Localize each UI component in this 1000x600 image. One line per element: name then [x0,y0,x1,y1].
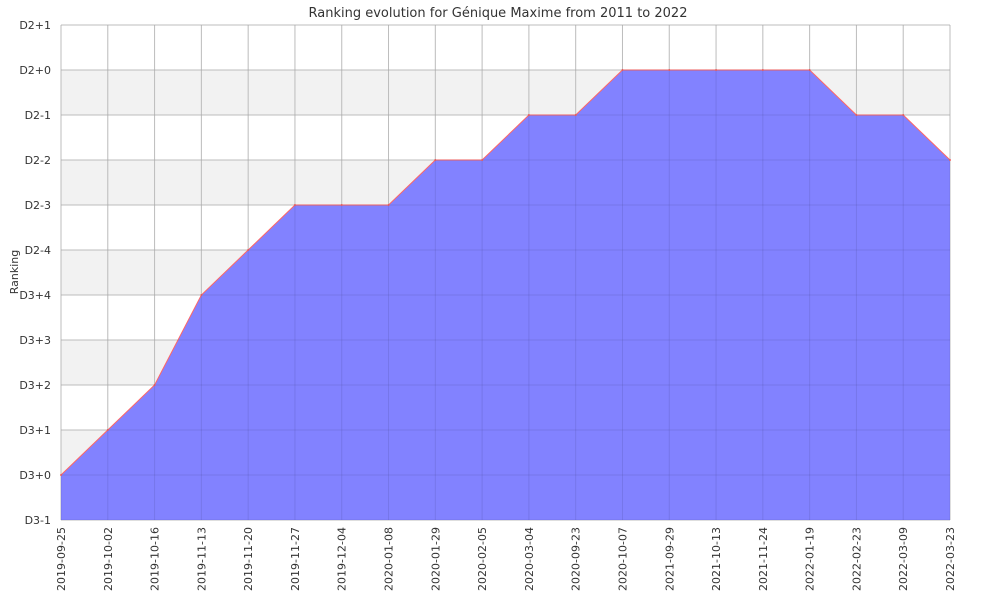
y-axis-label: Ranking [8,250,21,295]
x-tick-label: 2019-10-02 [102,527,115,591]
y-tick-label: D3+2 [19,379,51,392]
data-point [715,69,718,71]
x-axis-ticks: 2019-09-25 2019-10-02 2019-10-16 2019-11-13… [55,527,957,591]
data-point [60,474,62,476]
data-point [621,69,624,71]
grid-overlay [60,24,951,521]
x-tick-label: 2021-09-29 [663,527,676,591]
data-point [668,69,671,71]
x-tick-label: 2020-09-23 [570,527,583,591]
x-tick-label: 2022-02-23 [850,527,863,591]
y-tick-label: D3+1 [19,424,51,437]
x-tick-label: 2019-11-27 [289,527,302,591]
x-tick-label: 2022-01-19 [804,527,817,591]
data-point [153,384,156,386]
data-point [949,159,951,161]
x-tick-label: 2021-10-13 [710,527,723,591]
data-point [761,69,764,71]
data-point [200,294,203,296]
data-point [574,114,577,116]
data-point [434,159,437,161]
x-tick-label: 2021-11-24 [757,527,770,591]
x-tick-label: 2022-03-23 [944,527,957,591]
y-tick-label: D2+1 [19,19,51,32]
x-tick-label: 2022-03-09 [897,527,910,591]
y-tick-label: D2-1 [25,109,51,122]
area-line [60,69,951,476]
data-point [387,204,390,206]
area-fill [61,70,950,520]
data-point [293,204,296,206]
chart-title: Ranking evolution for Génique Maxime fro… [309,6,688,21]
data-point [902,114,905,116]
data-point [855,114,858,116]
data-point [808,69,811,71]
data-point [481,159,484,161]
x-tick-label: 2020-10-07 [616,527,629,591]
y-axis-ticks: D3-1 D3+0 D3+1 D3+2 D3+3 D3+4 D2-4 D2-3 D2-2 D2-1… [19,19,51,527]
x-tick-label: 2020-03-04 [523,527,536,591]
x-tick-label: 2020-01-08 [383,527,396,591]
data-point [106,429,109,431]
x-tick-label: 2019-11-13 [195,527,208,591]
y-tick-label: D3+0 [19,469,51,482]
y-tick-label: D2-2 [25,154,51,167]
area-series [60,24,951,521]
x-tick-label: 2020-01-29 [429,527,442,591]
x-tick-label: 2019-10-16 [149,527,162,591]
y-tick-label: D3+4 [19,289,51,302]
data-point [340,204,343,206]
y-tick-label: D3-1 [25,514,51,527]
y-tick-label: D2+0 [19,64,51,77]
y-tick-label: D2-3 [25,199,51,212]
data-point [247,249,250,251]
x-tick-label: 2019-12-04 [336,527,349,591]
x-tick-label: 2020-02-05 [476,527,489,591]
y-tick-label: D2-4 [25,244,51,257]
x-tick-label: 2019-09-25 [55,527,68,591]
x-tick-label: 2019-11-20 [242,527,255,591]
data-point [527,114,530,116]
y-tick-label: D3+3 [19,334,51,347]
